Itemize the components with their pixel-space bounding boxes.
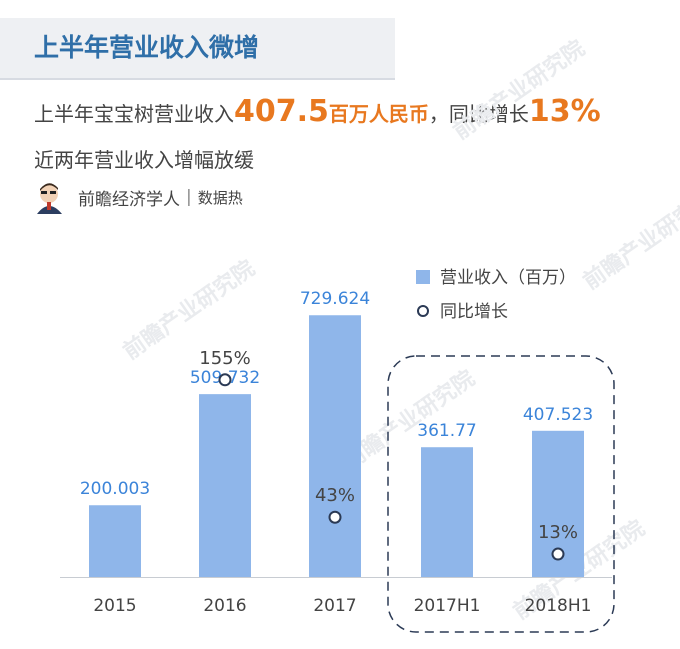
legend-swatch-growth bbox=[417, 305, 429, 317]
title-bar bbox=[0, 18, 395, 80]
bar-2017H1 bbox=[421, 447, 473, 577]
bar-value-label: 361.77 bbox=[417, 421, 476, 441]
legend-label-growth: 同比增长 bbox=[440, 302, 508, 322]
headline-prefix: 上半年宝宝树营业收入 bbox=[34, 102, 234, 126]
highlight-box-layer bbox=[387, 355, 615, 633]
growth-label: 13% bbox=[538, 522, 578, 543]
watermark-text: 前瞻产业研究院 bbox=[579, 185, 680, 295]
highlight-box bbox=[387, 355, 615, 633]
growth-marker-layer: 155% 43% 13% bbox=[199, 348, 578, 561]
growth-marker bbox=[328, 510, 342, 524]
x-tick-label: 2015 bbox=[93, 596, 136, 616]
legend-label-revenue: 营业收入（百万） bbox=[440, 268, 576, 288]
growth-label: 155% bbox=[199, 348, 250, 369]
x-axis: 2015 2016 2017 2017H1 2018H1 bbox=[60, 577, 612, 616]
bar-value-label: 729.624 bbox=[300, 289, 370, 309]
author-line: 前瞻经济学人 | 数据热 bbox=[34, 180, 243, 214]
bar-value-label: 200.003 bbox=[80, 479, 150, 499]
headline-amount: 407.5 bbox=[234, 94, 329, 129]
headline-subline: 近两年营业收入增幅放缓 bbox=[34, 148, 254, 172]
x-tick-label: 2018H1 bbox=[525, 596, 592, 616]
x-tick-label: 2017H1 bbox=[414, 596, 481, 616]
page-title: 上半年营业收入微增 bbox=[34, 33, 260, 62]
growth-marker bbox=[218, 373, 232, 387]
economist-avatar-icon bbox=[37, 183, 62, 214]
author-name: 前瞻经济学人 bbox=[78, 189, 180, 210]
headline-unit: 百万人民币 bbox=[328, 102, 429, 126]
headline-middle: ，同比增长 bbox=[428, 102, 529, 126]
author-sub: 数据热 bbox=[197, 188, 243, 207]
watermark-text: 前瞻产业研究院 bbox=[449, 35, 590, 145]
author-separator: | bbox=[186, 187, 192, 207]
growth-label: 43% bbox=[315, 485, 355, 506]
bar-2015 bbox=[89, 505, 141, 577]
legend: 营业收入（百万） 同比增长 bbox=[416, 268, 576, 322]
bar-value-label: 407.523 bbox=[523, 405, 593, 425]
x-tick-label: 2016 bbox=[203, 596, 246, 616]
growth-marker bbox=[551, 547, 565, 561]
bar-2017 bbox=[309, 315, 361, 577]
headline-growth: 13% bbox=[528, 94, 601, 129]
x-tick-label: 2017 bbox=[313, 596, 356, 616]
headline: 上半年宝宝树营业收入407.5百万人民币，同比增长13% bbox=[34, 94, 674, 129]
bar-2016 bbox=[199, 394, 251, 577]
legend-swatch-revenue bbox=[416, 270, 430, 284]
